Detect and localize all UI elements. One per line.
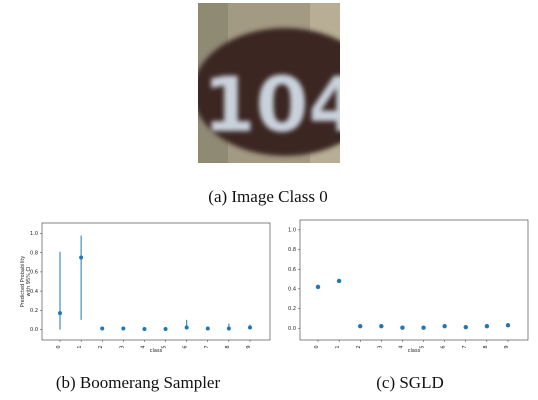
- point: [142, 327, 146, 331]
- caption: (a) Image Class 0: [208, 187, 327, 206]
- x-tick-label: 9: [246, 345, 252, 348]
- point: [121, 326, 125, 330]
- x-tick-label: 0: [314, 345, 320, 348]
- y-tick-label: 0.8: [30, 250, 38, 256]
- x-tick-label: 8: [225, 345, 231, 348]
- y-tick-label: 1.0: [30, 231, 38, 237]
- x-tick-label: 4: [140, 345, 146, 348]
- page: {"image": {"text": "104", "caption": "(a…: [0, 0, 538, 400]
- point: [316, 285, 320, 289]
- point: [400, 326, 404, 330]
- point: [485, 324, 489, 328]
- point: [442, 324, 446, 328]
- figure: 104 (a) Image Class 0 0.00.20.40.60.81.0…: [0, 0, 538, 400]
- x-tick-label: 1: [77, 345, 83, 348]
- x-tick-label: 6: [441, 345, 447, 348]
- photo: 104: [193, 3, 377, 163]
- x-tick-label: 1: [335, 345, 341, 348]
- x-tick-label: 2: [356, 345, 362, 348]
- point: [248, 326, 252, 330]
- y-tick-label: 0.4: [288, 287, 296, 293]
- x-tick-label: 2: [98, 345, 104, 348]
- y-tick-label: 0.8: [288, 247, 296, 253]
- point: [506, 323, 510, 327]
- caption: (b) Boomerang Sampler: [56, 373, 221, 392]
- x-tick-label: 5: [162, 345, 168, 348]
- x-tick-label: 8: [483, 345, 489, 348]
- point: [206, 326, 210, 330]
- y-tick-label: 0.2: [288, 306, 296, 312]
- point: [164, 327, 168, 331]
- point: [227, 326, 231, 330]
- x-tick-label: 5: [420, 345, 426, 348]
- y-tick-label: 0.0: [30, 327, 38, 333]
- plot-frame: [42, 223, 270, 340]
- photo-digits: 104: [203, 60, 362, 149]
- point: [379, 324, 383, 328]
- point: [58, 311, 62, 315]
- x-tick-label: 4: [398, 345, 404, 348]
- point: [100, 326, 104, 330]
- point: [79, 256, 83, 260]
- x-tick-label: 6: [183, 345, 189, 348]
- y-axis-label: with 95% CI: [26, 267, 32, 297]
- plot-frame: [300, 220, 528, 340]
- y-tick-label: 0.2: [30, 308, 38, 314]
- x-tick-label: 3: [377, 345, 383, 348]
- x-tick-label: 0: [56, 345, 62, 348]
- caption: (c) SGLD: [376, 373, 444, 392]
- point: [185, 326, 189, 330]
- x-axis-label: class: [408, 348, 421, 354]
- x-tick-label: 9: [504, 345, 510, 348]
- point: [421, 326, 425, 330]
- y-tick-label: 0.0: [288, 326, 296, 332]
- point: [337, 279, 341, 283]
- y-tick-label: 1.0: [288, 228, 296, 234]
- x-tick-label: 7: [204, 345, 210, 348]
- x-tick-label: 7: [462, 345, 468, 348]
- point: [358, 324, 362, 328]
- point: [464, 325, 468, 329]
- x-tick-label: 3: [119, 345, 125, 348]
- x-axis-label: class: [150, 348, 163, 354]
- y-tick-label: 0.6: [288, 267, 296, 273]
